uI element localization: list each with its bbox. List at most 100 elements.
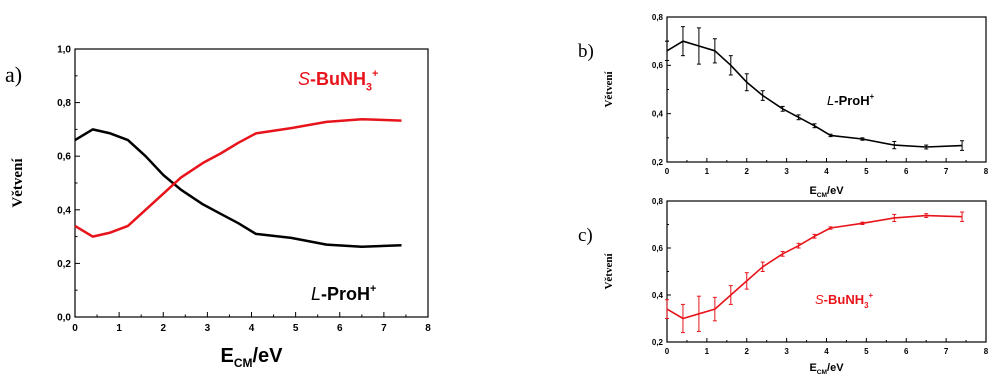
y-tick-label: 0,2 <box>652 158 664 167</box>
y-tick-label: 0,4 <box>652 291 664 300</box>
x-axis-title-main: E <box>809 185 816 197</box>
x-tick-label: 8 <box>984 347 989 356</box>
error-bar <box>812 123 817 129</box>
y-tick-label: 0,2 <box>652 338 664 347</box>
x-tick-label: 7 <box>381 323 387 334</box>
series-label-prefix: S <box>298 69 310 89</box>
x-tick-label: 5 <box>864 347 869 356</box>
error-bar <box>892 140 897 150</box>
panel-label: c) <box>578 225 593 246</box>
x-tick-label: 8 <box>425 323 431 334</box>
x-tick-label: 5 <box>864 167 869 176</box>
series-label-sup: + <box>868 291 873 300</box>
error-bar <box>712 296 717 322</box>
error-bar <box>744 272 749 290</box>
series-label: L-ProH+ <box>311 283 376 304</box>
y-axis-title: Větvení <box>603 71 615 108</box>
series-label-main: -ProH <box>321 284 370 304</box>
error-bar <box>796 242 801 249</box>
error-bar <box>780 251 785 257</box>
error-bar <box>680 26 685 57</box>
x-tick-label: 7 <box>944 347 949 356</box>
y-tick-label: 0,0 <box>57 313 71 324</box>
error-bar <box>665 299 669 319</box>
y-tick-label: 1,0 <box>57 45 71 56</box>
error-bar <box>924 213 929 218</box>
x-axis-title-unit: /eV <box>827 185 844 197</box>
panel-label: b) <box>578 41 594 62</box>
y-tick-label: 0,6 <box>652 244 664 253</box>
x-tick-label: 1 <box>705 347 710 356</box>
x-tick-label: 0 <box>665 347 670 356</box>
x-tick-label: 1 <box>116 323 122 334</box>
x-tick-label: 7 <box>944 167 949 176</box>
series-line-2 <box>74 117 402 238</box>
y-axis-title: Větvení <box>10 158 26 208</box>
error-bar <box>760 261 765 272</box>
x-tick-label: 4 <box>249 323 255 334</box>
x-axis-title-sub: CM <box>817 192 828 199</box>
x-axis-title-main: E <box>220 345 233 367</box>
series-line-1 <box>666 40 963 148</box>
series-label: L-ProH+ <box>827 92 875 108</box>
error-bar <box>696 27 701 65</box>
series-label-prefix: L <box>311 284 321 304</box>
series-label-sup: + <box>870 92 875 101</box>
error-bar <box>744 73 749 92</box>
series-label-main: -ProH <box>834 93 869 108</box>
series-label-sup: + <box>372 68 378 80</box>
y-tick-label: 0,6 <box>652 61 664 70</box>
x-tick-label: 3 <box>205 323 211 334</box>
x-axis-title: ECM/eV <box>809 362 844 376</box>
series-label-sub: 3 <box>864 301 869 310</box>
error-bar <box>960 140 965 151</box>
error-bar <box>828 226 833 230</box>
chart-panel-3: 0 1 2 3 4 5 6 7 8 0,2 0,4 0,6 0,8 c) Větvení ECM/eV S-Bu… <box>578 197 989 376</box>
error-bar <box>860 137 865 141</box>
x-tick-label: 5 <box>293 323 299 334</box>
series-label: S-BuNH3+ <box>815 291 873 310</box>
error-bar <box>665 40 669 61</box>
error-bar <box>828 133 833 138</box>
y-tick-label: 0,8 <box>652 197 664 206</box>
error-bar <box>812 233 817 239</box>
x-tick-label: 3 <box>784 167 789 176</box>
x-tick-label: 4 <box>824 347 829 356</box>
x-tick-label: 6 <box>904 347 909 356</box>
x-tick-label: 4 <box>824 167 829 176</box>
series-label-sup: + <box>370 283 376 295</box>
series-label-main: -BuNH <box>310 69 366 89</box>
x-tick-label: 6 <box>337 323 343 334</box>
series-label: S-BuNH3+ <box>298 68 378 94</box>
y-tick-label: 0,4 <box>57 205 71 216</box>
error-bar <box>728 285 733 305</box>
chart-panel-2: 0 1 2 3 4 5 6 7 8 0,2 0,4 0,6 0,8 b) Větvení ECM/eV L-Pr… <box>578 13 989 199</box>
x-axis-title-unit: /eV <box>252 345 283 367</box>
error-bar <box>796 114 801 121</box>
error-bar <box>696 295 701 332</box>
x-tick-label: 2 <box>745 347 750 356</box>
chart-panel-1: 0 1 2 3 4 5 6 7 8 0,0 0,2 0,4 0,6 0,8 1,0 a) Větvení ECM/… <box>5 45 431 371</box>
x-tick-label: 2 <box>160 323 166 334</box>
x-tick-label: 2 <box>745 167 750 176</box>
x-tick-label: 6 <box>904 167 909 176</box>
y-tick-label: 0,4 <box>652 109 664 118</box>
x-axis-title-sub: CM <box>234 356 253 370</box>
y-tick-label: 0,8 <box>652 13 664 22</box>
x-tick-label: 8 <box>984 167 989 176</box>
x-tick-label: 1 <box>705 167 710 176</box>
error-bar <box>728 55 733 76</box>
x-axis-title: ECM/eV <box>220 345 283 370</box>
y-tick-label: 0,2 <box>57 259 71 270</box>
error-bar <box>680 303 685 334</box>
error-bar <box>892 213 897 222</box>
y-tick-label: 0,6 <box>57 152 71 163</box>
panel-label: a) <box>5 62 22 87</box>
error-bar <box>712 38 717 64</box>
x-tick-label: 0 <box>665 167 670 176</box>
plot-frame <box>74 48 429 318</box>
x-axis-title-main: E <box>809 362 816 374</box>
error-bar <box>924 144 929 150</box>
series-label-prefix: S <box>815 292 824 307</box>
